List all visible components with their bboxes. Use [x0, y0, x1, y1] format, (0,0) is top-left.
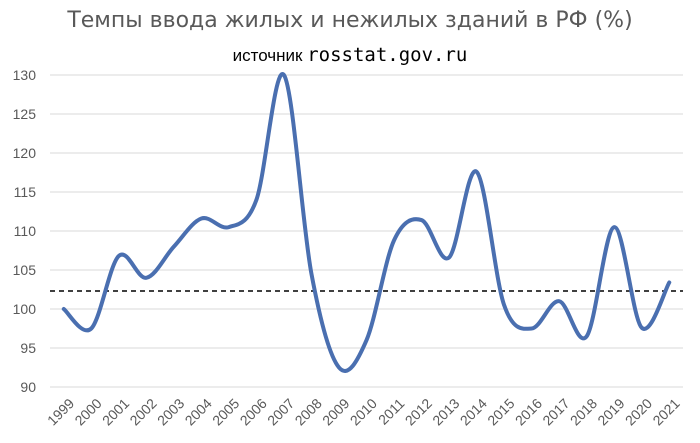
y-tick-label: 120 — [13, 145, 37, 161]
x-tick-label: 2015 — [484, 395, 517, 428]
x-tick-label: 2017 — [539, 395, 572, 428]
x-axis-ticks: 1999200020012002200320042005200620072008… — [44, 395, 683, 428]
x-tick-label: 2010 — [347, 395, 380, 428]
x-tick-label: 2000 — [71, 395, 104, 428]
x-tick-label: 2018 — [567, 395, 600, 428]
x-tick-label: 2006 — [237, 395, 270, 428]
x-tick-label: 2009 — [319, 395, 352, 428]
x-tick-label: 2007 — [264, 395, 297, 428]
x-tick-label: 1999 — [44, 395, 77, 428]
x-tick-label: 2020 — [622, 395, 655, 428]
chart-subtitle: источник rosstat.gov.ru — [0, 44, 700, 66]
x-tick-label: 2012 — [402, 395, 435, 428]
y-tick-label: 105 — [13, 262, 37, 278]
chart-title: Темпы ввода жилых и нежилых зданий в РФ … — [67, 8, 633, 33]
x-tick-label: 2003 — [154, 395, 187, 428]
y-tick-label: 115 — [14, 184, 37, 200]
series-line — [61, 72, 672, 373]
x-tick-label: 2019 — [594, 395, 627, 428]
gridlines — [50, 74, 683, 388]
x-tick-label: 2013 — [429, 395, 462, 428]
subtitle-prefix: источник — [232, 46, 303, 65]
subtitle-source: rosstat.gov.ru — [307, 44, 468, 66]
x-tick-label: 2021 — [649, 395, 682, 428]
x-tick-label: 2014 — [457, 395, 490, 428]
x-tick-label: 2011 — [375, 395, 408, 428]
y-tick-label: 100 — [13, 301, 37, 317]
x-tick-label: 2002 — [126, 395, 159, 428]
y-tick-label: 95 — [20, 340, 36, 356]
y-axis-ticks: 90 95 100 105 110 115 120 125 130 — [13, 67, 37, 395]
y-tick-label: 110 — [14, 223, 37, 239]
series-group — [61, 72, 672, 373]
x-tick-label: 2001 — [99, 395, 132, 428]
x-tick-label: 2004 — [182, 395, 215, 428]
y-tick-label: 90 — [20, 379, 36, 395]
x-tick-label: 2008 — [292, 395, 325, 428]
x-tick-label: 2016 — [512, 395, 545, 428]
x-tick-label: 2005 — [209, 395, 242, 428]
y-tick-label: 125 — [13, 106, 37, 122]
y-tick-label: 130 — [13, 67, 37, 83]
